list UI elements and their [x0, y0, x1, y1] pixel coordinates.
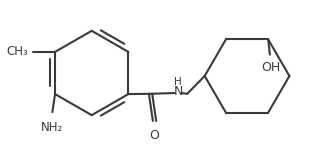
Text: N: N — [173, 85, 183, 98]
Text: CH₃: CH₃ — [7, 45, 29, 58]
Text: O: O — [150, 129, 159, 142]
Text: H: H — [174, 77, 182, 87]
Text: NH₂: NH₂ — [41, 121, 63, 134]
Text: OH: OH — [261, 60, 280, 74]
